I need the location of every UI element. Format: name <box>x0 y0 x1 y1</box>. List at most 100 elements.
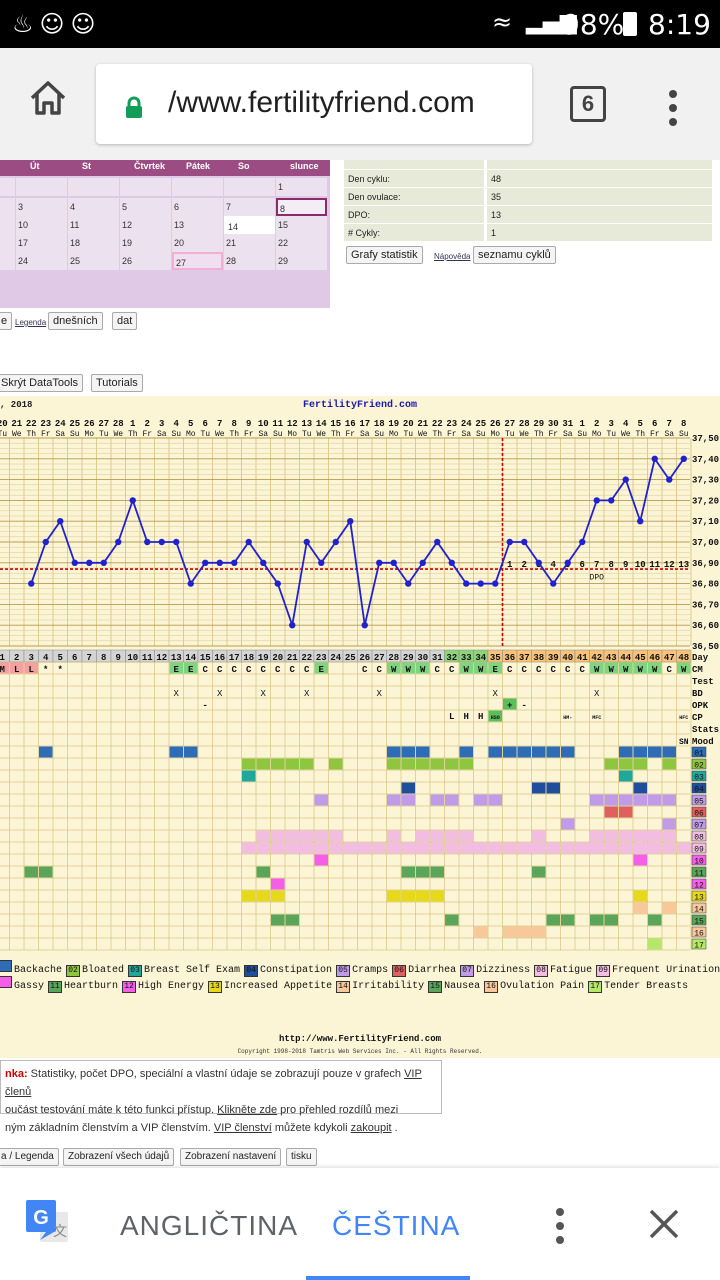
calendar-cell[interactable]: 3 <box>16 198 67 216</box>
temperature-point[interactable] <box>448 559 455 566</box>
temperature-point[interactable] <box>187 580 194 587</box>
legenda-link[interactable]: Legenda <box>15 318 47 327</box>
temperature-point[interactable] <box>463 580 470 587</box>
print-button[interactable]: tisku <box>286 1148 317 1166</box>
grafy-statistik-button[interactable]: Grafy statistik <box>346 246 423 264</box>
temperature-point[interactable] <box>71 559 78 566</box>
calendar-cell[interactable]: 4 <box>68 198 119 216</box>
dat-button[interactable]: dat <box>112 312 138 330</box>
temperature-point[interactable] <box>593 497 600 504</box>
calendar-cell[interactable]: 22 <box>276 234 327 252</box>
legenda-button[interactable]: a / Legenda <box>0 1148 59 1166</box>
temperature-point[interactable] <box>550 580 557 587</box>
show-all-data-button[interactable]: Zobrazení všech údajů <box>63 1148 175 1166</box>
calendar-cell[interactable]: 12 <box>120 216 171 234</box>
calendar-cell[interactable]: 21 <box>224 234 275 252</box>
home-icon[interactable] <box>28 78 68 118</box>
temperature-point[interactable] <box>477 580 484 587</box>
calendar-cell[interactable]: 10 <box>16 216 67 234</box>
calendar-cell[interactable] <box>172 178 223 196</box>
calendar-cell[interactable]: 7 <box>224 198 275 216</box>
temperature-point[interactable] <box>274 580 281 587</box>
calendar-cell[interactable]: 1 <box>276 178 327 196</box>
temperature-point[interactable] <box>361 622 368 629</box>
temperature-point[interactable] <box>405 580 412 587</box>
temperature-point[interactable] <box>666 476 673 483</box>
calendar-cell[interactable]: 15 <box>276 216 327 234</box>
temperature-point[interactable] <box>28 580 35 587</box>
close-icon[interactable] <box>648 1208 680 1240</box>
temperature-point[interactable] <box>202 559 209 566</box>
calendar-cell[interactable]: 20 <box>172 234 223 252</box>
more-menu-icon[interactable] <box>666 88 680 128</box>
temperature-point[interactable] <box>129 497 136 504</box>
calendar-cell[interactable]: 8 <box>276 198 327 216</box>
temperature-point[interactable] <box>390 559 397 566</box>
address-bar[interactable]: /www.fertilityfriend.com <box>96 64 532 144</box>
buy-link[interactable]: zakoupit <box>350 1122 392 1134</box>
temperature-point[interactable] <box>245 538 252 546</box>
seznam-cyklu-button[interactable]: seznamu cyklů <box>473 246 556 264</box>
temperature-point[interactable] <box>347 518 354 525</box>
napoveda-link[interactable]: Nápověda <box>434 252 471 261</box>
calendar-cell[interactable]: 17 <box>16 234 67 252</box>
calendar-cell[interactable]: 6 <box>172 198 223 216</box>
url-text[interactable]: /www.fertilityfriend.com <box>168 86 475 119</box>
target-language-tab[interactable]: ČEŠTINA <box>332 1210 461 1241</box>
calendar-cell[interactable]: 24 <box>16 252 67 270</box>
temperature-point[interactable] <box>332 538 339 546</box>
temperature-point[interactable] <box>521 538 528 546</box>
temperature-point[interactable] <box>622 476 629 483</box>
temperature-point[interactable] <box>158 538 165 546</box>
temperature-point[interactable] <box>318 559 325 566</box>
source-language-tab[interactable]: ANGLIČTINA <box>120 1210 299 1241</box>
calendar-cell[interactable] <box>120 178 171 196</box>
temperature-point[interactable] <box>434 538 441 546</box>
calendar-cell[interactable]: 26 <box>120 252 171 270</box>
temperature-point[interactable] <box>535 559 542 566</box>
vip-membership-link[interactable]: VIP členství <box>213 1122 272 1134</box>
e-button[interactable]: e <box>0 312 13 330</box>
tutorials-button[interactable]: Tutorials <box>91 374 143 392</box>
vip-members-link[interactable]: VIP členů <box>5 1068 422 1098</box>
temperature-point[interactable] <box>57 518 64 525</box>
temperature-point[interactable] <box>376 559 383 566</box>
temperature-point[interactable] <box>289 622 296 629</box>
temperature-point[interactable] <box>637 518 644 525</box>
calendar-cell[interactable]: 18 <box>68 234 119 252</box>
temperature-point[interactable] <box>173 538 180 546</box>
calendar-cell[interactable]: 29 <box>276 252 327 270</box>
calendar-cell[interactable]: 13 <box>172 216 223 234</box>
temperature-point[interactable] <box>303 538 310 546</box>
skryt-datatools-button[interactable]: Skrýt DataTools <box>0 374 84 392</box>
temperature-point[interactable] <box>651 455 658 462</box>
temperature-point[interactable] <box>680 455 687 462</box>
temperature-point[interactable] <box>115 538 122 546</box>
calendar-cell[interactable]: 27 <box>172 252 223 270</box>
calendar-cell[interactable]: 11 <box>68 216 119 234</box>
calendar-cell[interactable]: 5 <box>120 198 171 216</box>
translate-menu-icon[interactable] <box>553 1206 567 1246</box>
temperature-point[interactable] <box>608 497 615 504</box>
temperature-point[interactable] <box>579 538 586 546</box>
temperature-point[interactable] <box>216 559 223 566</box>
show-settings-button[interactable]: Zobrazení nastavení <box>180 1148 282 1166</box>
tab-switcher-button[interactable]: 6 <box>570 86 606 122</box>
temperature-point[interactable] <box>506 538 513 546</box>
temperature-point[interactable] <box>231 559 238 566</box>
calendar-cell[interactable] <box>68 178 119 196</box>
dnesnich-button[interactable]: dnešních <box>48 312 103 330</box>
calendar-cell[interactable] <box>224 178 275 196</box>
temperature-point[interactable] <box>86 559 93 566</box>
calendar-cell[interactable]: 14 <box>224 216 275 234</box>
temperature-point[interactable] <box>100 559 107 566</box>
click-here-link[interactable]: Klikněte zde <box>217 1104 278 1116</box>
calendar-cell[interactable]: 28 <box>224 252 275 270</box>
temperature-point[interactable] <box>144 538 151 546</box>
temperature-point[interactable] <box>419 559 426 566</box>
temperature-point[interactable] <box>492 580 499 587</box>
temperature-point[interactable] <box>42 538 49 546</box>
calendar-cell[interactable] <box>16 178 67 196</box>
temperature-point[interactable] <box>564 559 571 566</box>
calendar-cell[interactable]: 19 <box>120 234 171 252</box>
